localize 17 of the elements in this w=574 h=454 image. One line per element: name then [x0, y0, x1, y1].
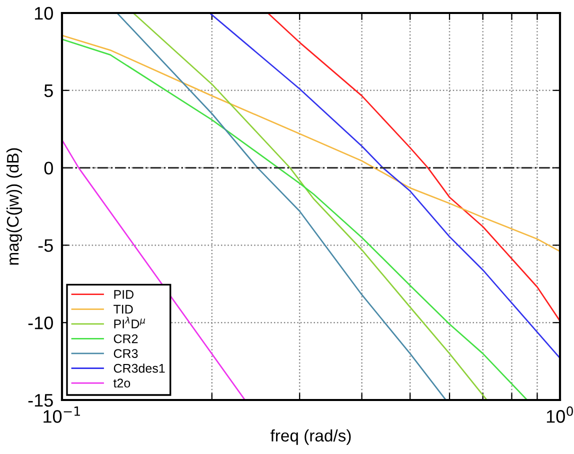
y-tick-label: -5 [38, 239, 53, 252]
legend-label: CR2 [114, 334, 138, 344]
y-tick-label: 10 [34, 6, 53, 20]
y-axis-title: mag(C(jw)) (dB) [6, 148, 22, 265]
x-axis-title: freq (rad/s) [270, 429, 351, 445]
legend-label: PI$^{λ}$D$^{μ}$ [114, 316, 146, 328]
legend-label: TID [114, 304, 133, 314]
y-tick-label: -10 [28, 316, 53, 330]
legend-label: CR3 [114, 349, 138, 358]
legend-label: PID [114, 290, 134, 299]
x-tick-label: 10$^{0}$ [546, 406, 574, 423]
x-tick-label: 10$^{−1}$ [44, 406, 80, 423]
legend-label: t2o [113, 378, 130, 388]
y-tick-label: 0 [44, 162, 53, 175]
y-tick-label: 5 [44, 84, 53, 98]
y-tick-label: -15 [28, 394, 53, 407]
legend-label: CR3des1 [114, 364, 165, 373]
